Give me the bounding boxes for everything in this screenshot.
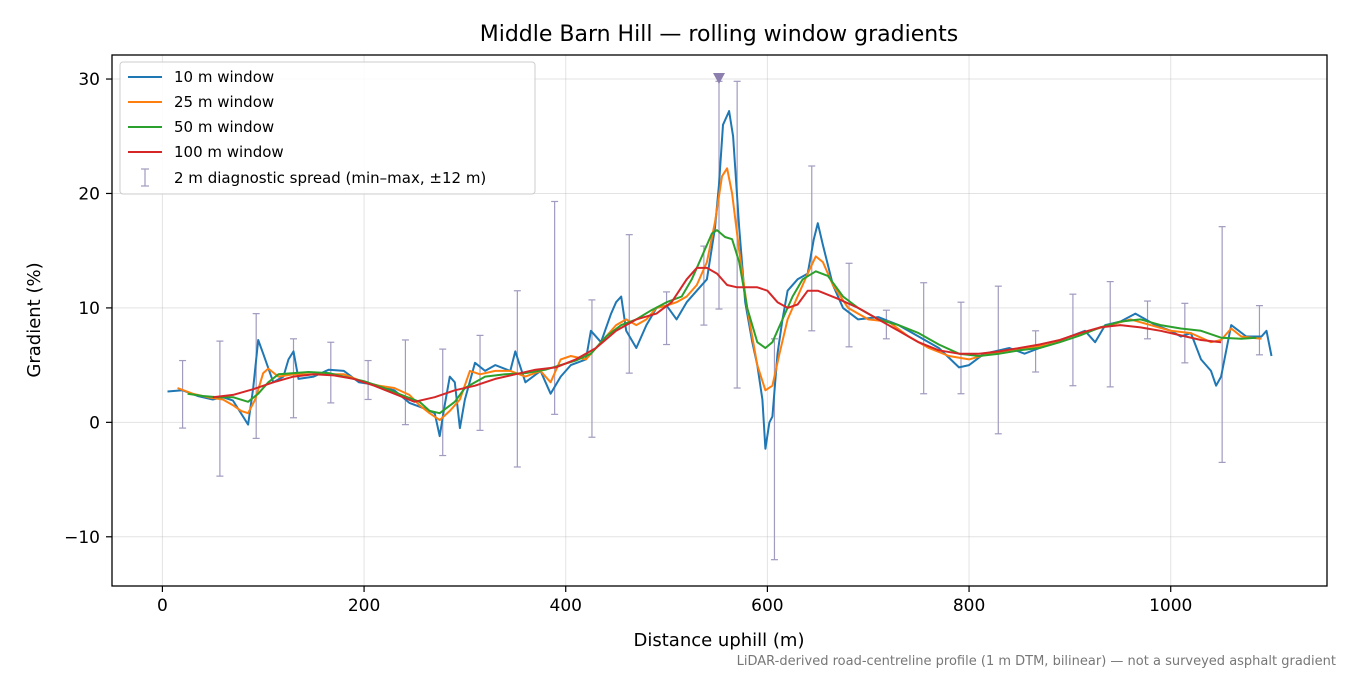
errorbar bbox=[216, 340, 224, 477]
plot-frame bbox=[111, 54, 1328, 587]
errorbar bbox=[845, 262, 853, 348]
x-tick-label: 200 bbox=[348, 596, 380, 616]
y-tick-label: 30 bbox=[78, 70, 100, 90]
series-layer bbox=[167, 110, 1273, 450]
y-tick-label: −10 bbox=[64, 528, 100, 548]
errorbar bbox=[588, 299, 596, 438]
y-tick-label: 0 bbox=[89, 413, 100, 433]
legend-box bbox=[119, 61, 536, 195]
legend-swatch-errorbar bbox=[141, 168, 149, 187]
errorbar bbox=[476, 334, 484, 431]
errorbar bbox=[513, 290, 521, 468]
errorbar bbox=[1218, 226, 1226, 464]
errorbar bbox=[625, 234, 633, 374]
footnote: LiDAR-derived road-centreline profile (1… bbox=[737, 654, 1336, 669]
errorbar bbox=[179, 359, 187, 429]
errorbar bbox=[401, 339, 409, 426]
y-tick-label: 10 bbox=[78, 299, 100, 319]
errorbar bbox=[1032, 330, 1040, 373]
x-tick-label: 400 bbox=[550, 596, 582, 616]
x-tick-label: 0 bbox=[157, 596, 168, 616]
errorbar-layer bbox=[179, 80, 1263, 561]
errorbar bbox=[551, 200, 559, 415]
errorbar bbox=[920, 282, 928, 395]
legend-label-100m: 100 m window bbox=[174, 143, 284, 161]
errorbar bbox=[1106, 280, 1114, 388]
legend-label-errorbar: 2 m diagnostic spread (min–max, ±12 m) bbox=[174, 169, 486, 187]
legend-label-50m: 50 m window bbox=[174, 118, 274, 136]
errorbar bbox=[364, 359, 372, 401]
errorbar bbox=[663, 291, 671, 346]
legend-label-10m: 10 m window bbox=[174, 68, 274, 86]
x-axis-label: Distance uphill (m) bbox=[634, 630, 805, 651]
errorbar bbox=[1069, 293, 1077, 387]
series-line-100m bbox=[212, 266, 1222, 403]
errorbar bbox=[994, 285, 1002, 435]
x-tick-label: 800 bbox=[953, 596, 985, 616]
legend: 10 m window 25 m window 50 m window 100 … bbox=[119, 61, 536, 195]
errorbar bbox=[957, 301, 965, 395]
chart-title: Middle Barn Hill — rolling window gradie… bbox=[480, 22, 959, 47]
y-tick-label: 20 bbox=[78, 184, 100, 204]
peak-marker-layer bbox=[712, 73, 725, 85]
axis-ticks: 0 200 400 600 800 1000 −10 0 10 20 30 bbox=[64, 70, 1192, 616]
peak-marker bbox=[712, 73, 725, 85]
errorbar bbox=[1255, 305, 1263, 356]
legend-label-25m: 25 m window bbox=[174, 93, 274, 111]
y-axis-label: Gradient (%) bbox=[24, 262, 45, 377]
x-tick-label: 1000 bbox=[1149, 596, 1192, 616]
errorbar bbox=[252, 313, 260, 439]
series-line-50m bbox=[187, 229, 1257, 415]
x-tick-label: 600 bbox=[751, 596, 783, 616]
errorbar bbox=[439, 348, 447, 457]
